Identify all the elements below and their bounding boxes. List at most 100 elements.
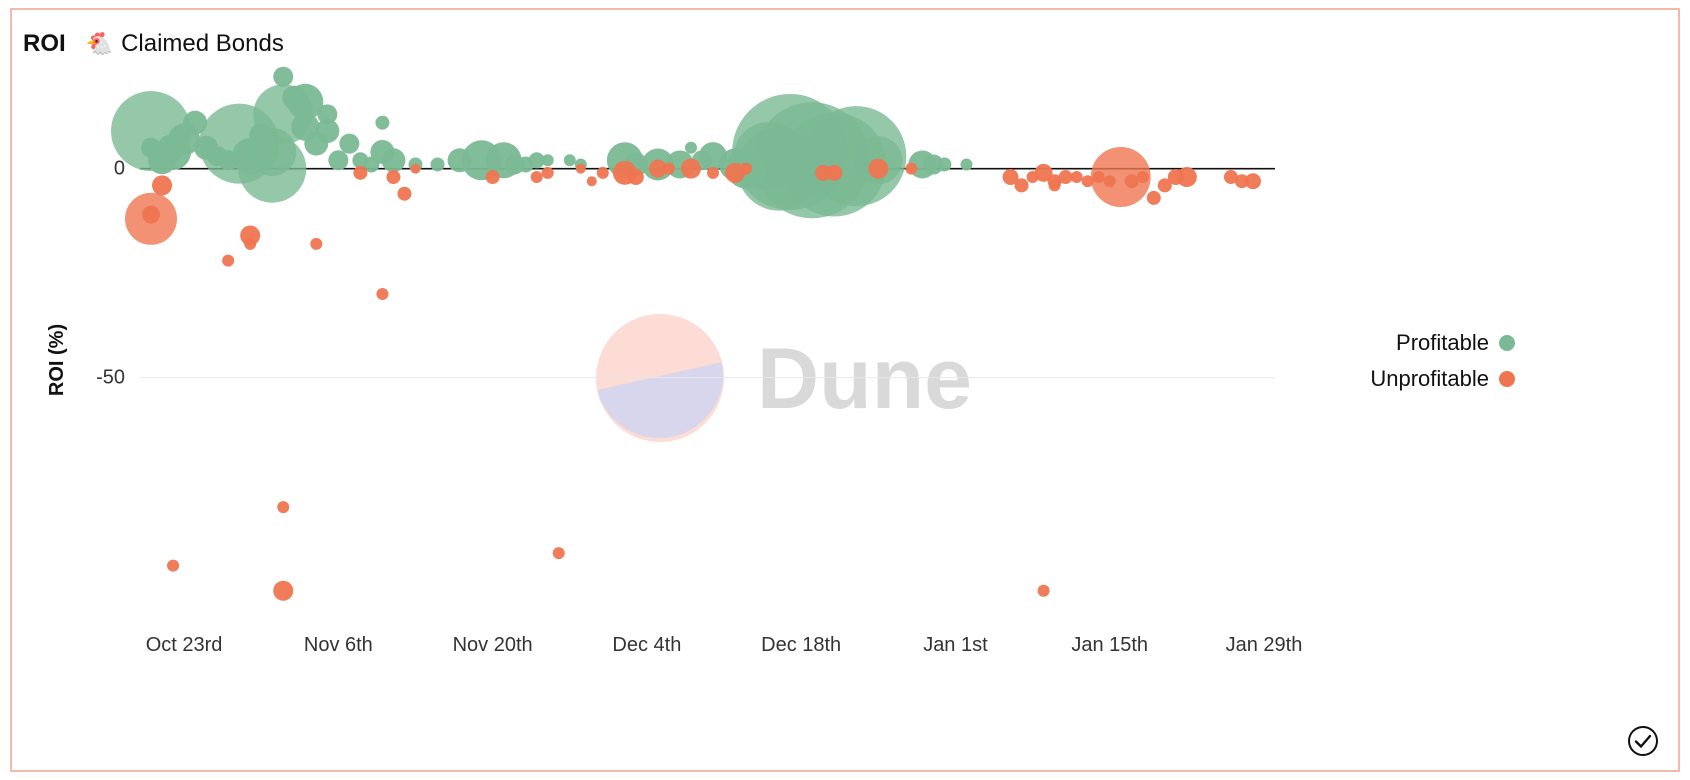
- unprofitable-point: [1014, 178, 1029, 193]
- profitable-point: [328, 150, 349, 171]
- series-profitable: [111, 66, 973, 219]
- x-tick-label: Jan 1st: [923, 634, 988, 656]
- unprofitable-point: [1092, 171, 1105, 184]
- unprofitable-point: [142, 205, 161, 224]
- x-tick-label: Oct 23rd: [146, 634, 223, 656]
- profitable-point: [363, 156, 380, 173]
- chicken-icon: 🐔: [85, 31, 114, 56]
- unprofitable-point: [386, 170, 401, 185]
- profitable-point: [183, 110, 208, 135]
- y-tick-label: -50: [96, 367, 125, 389]
- profitable-point: [315, 119, 340, 144]
- unprofitable-point: [222, 254, 235, 267]
- unprofitable-point: [1157, 178, 1172, 193]
- unprofitable-point: [1223, 170, 1238, 185]
- unprofitable-point: [244, 237, 257, 250]
- unprofitable-point: [353, 165, 368, 180]
- unprofitable-point: [575, 163, 586, 174]
- unprofitable-point: [152, 175, 173, 196]
- unprofitable-point: [397, 186, 412, 201]
- unprofitable-point: [240, 225, 261, 246]
- unprofitable-point: [1146, 190, 1161, 205]
- profitable-point: [960, 158, 973, 171]
- x-tick-label: Dec 4th: [612, 634, 681, 656]
- unprofitable-point: [627, 169, 644, 186]
- chart-subtitle: Claimed Bonds: [121, 30, 284, 57]
- y-tick-label: 0: [114, 158, 125, 180]
- watermark-logo-bottom: [597, 362, 724, 439]
- unprofitable-point: [1136, 171, 1149, 184]
- profitable-point: [232, 138, 269, 175]
- unprofitable-point: [1034, 163, 1053, 182]
- profitable-point: [430, 157, 445, 172]
- x-tick-label: Nov 20th: [453, 634, 533, 656]
- x-tick-label: Nov 6th: [304, 634, 373, 656]
- unprofitable-point: [1058, 170, 1073, 185]
- profitable-point: [528, 152, 545, 169]
- unprofitable-point: [826, 164, 843, 181]
- profitable-point: [381, 148, 406, 173]
- unprofitable-point: [707, 166, 720, 179]
- profitable-point: [317, 104, 338, 125]
- x-tick-label: Jan 29th: [1226, 634, 1303, 656]
- legend-label-unprofitable: Unprofitable: [1370, 366, 1489, 391]
- unprofitable-point: [273, 580, 294, 601]
- legend-swatch-unprofitable: [1499, 371, 1515, 387]
- x-tick-label: Dec 18th: [761, 634, 841, 656]
- profitable-point: [282, 85, 307, 110]
- unprofitable-point: [586, 176, 597, 187]
- unprofitable-point: [1081, 175, 1094, 188]
- chart-axes: 0 -50 Oct 23rd Nov 6th Nov 20th Dec 4th Dec 18…: [46, 158, 1302, 656]
- unprofitable-point: [1103, 175, 1116, 188]
- unprofitable-point: [596, 166, 609, 179]
- unprofitable-point: [1037, 584, 1050, 597]
- unprofitable-point: [1244, 173, 1261, 190]
- unprofitable-point: [815, 164, 832, 181]
- unprofitable-point: [552, 547, 565, 560]
- unprofitable-point: [410, 163, 421, 174]
- chart-marks: [111, 66, 1261, 601]
- profitable-point: [249, 123, 274, 148]
- profitable-point: [563, 154, 576, 167]
- x-tick-label: Jan 15th: [1071, 634, 1148, 656]
- unprofitable-point: [680, 158, 701, 179]
- unprofitable-point: [648, 159, 667, 178]
- unprofitable-point: [1234, 174, 1249, 189]
- unprofitable-point: [167, 559, 180, 572]
- profitable-point: [937, 157, 952, 172]
- unprofitable-point: [740, 162, 753, 175]
- unprofitable-point: [1002, 169, 1019, 186]
- chart-title: ROI: [23, 30, 66, 57]
- unprofitable-point: [277, 501, 290, 514]
- unprofitable-point: [376, 288, 389, 301]
- unprofitable-point: [1167, 169, 1184, 186]
- profitable-point: [339, 133, 360, 154]
- unprofitable-point: [1048, 179, 1061, 192]
- profitable-point: [141, 137, 162, 158]
- profitable-point: [447, 148, 472, 173]
- unprofitable-point: [905, 162, 918, 175]
- unprofitable-point: [1124, 174, 1139, 189]
- chart-legend: Profitable Unprofitable: [1370, 330, 1515, 391]
- unprofitable-point: [1070, 171, 1083, 184]
- unprofitable-point: [310, 237, 323, 250]
- unprofitable-point: [485, 170, 500, 185]
- profitable-point: [923, 154, 944, 175]
- profitable-point: [273, 66, 294, 87]
- watermark-text: Dune: [757, 331, 972, 427]
- unprofitable-point: [1090, 147, 1151, 208]
- check-circle-icon[interactable]: [1627, 725, 1659, 757]
- y-axis-label: ROI (%): [46, 324, 68, 396]
- chart-header: ROI 🐔 Claimed Bonds: [23, 30, 284, 58]
- profitable-point: [684, 141, 697, 154]
- legend-label-profitable: Profitable: [1396, 330, 1489, 355]
- profitable-point: [541, 154, 554, 167]
- legend-swatch-profitable: [1499, 335, 1515, 351]
- unprofitable-point: [541, 166, 554, 179]
- unprofitable-point: [530, 171, 543, 184]
- unprofitable-point: [662, 162, 675, 175]
- profitable-point: [375, 115, 390, 130]
- unprofitable-point: [1026, 171, 1039, 184]
- series-unprofitable: [125, 147, 1261, 601]
